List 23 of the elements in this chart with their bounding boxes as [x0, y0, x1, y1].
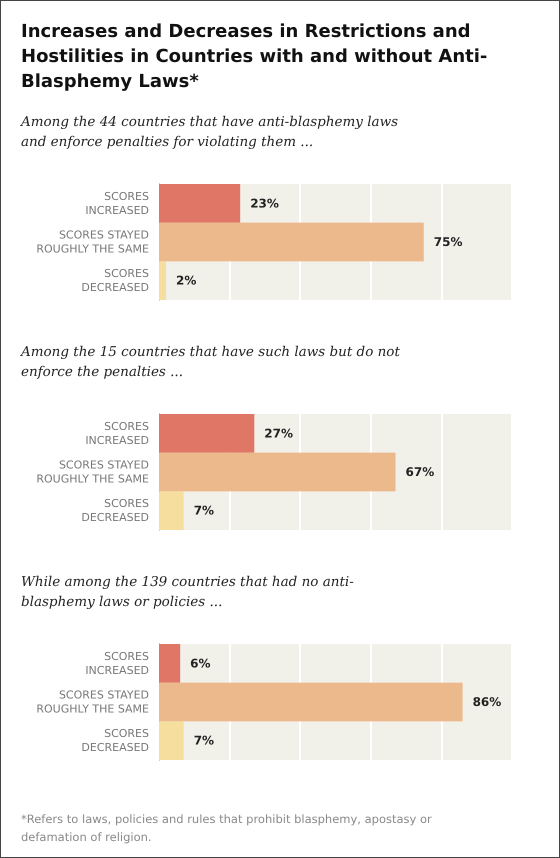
- chart-subtitle: Among the 15 countries that have such laws but do not enforce the penalties ...: [21, 343, 401, 382]
- data-label: 67%: [406, 465, 434, 479]
- y-tick-label: SCORES DECREASED: [81, 267, 150, 294]
- data-label: 27%: [264, 426, 294, 440]
- chart-subtitle: Among the 44 countries that have anti-blasphemy laws and enforce penalties for violating them ...: [21, 113, 400, 152]
- data-label: 86%: [472, 695, 502, 709]
- y-tick-label: SCORES INCREASED: [85, 190, 150, 217]
- y-tick-label: SCORES INCREASED: [85, 650, 150, 677]
- y-tick-label: SCORES DECREASED: [81, 497, 150, 524]
- data-label: 23%: [250, 196, 279, 210]
- data-label: 7%: [194, 734, 214, 748]
- y-tick-label: SCORES STAYED ROUGHLY THE SAME: [36, 688, 150, 716]
- y-tick-label: SCORES STAYED ROUGHLY THE SAME: [36, 458, 150, 486]
- y-tick-label: SCORES DECREASED: [81, 727, 150, 754]
- data-label: 7%: [194, 504, 214, 518]
- chart-title: Increases and Decreases in Restrictions and Hostilities in Countries with and without Anti-Blasphemy Laws*: [21, 20, 488, 94]
- y-tick-label: SCORES INCREASED: [85, 420, 150, 447]
- chart-subtitle: While among the 139 countries that had no anti-blasphemy laws or policies ...: [21, 573, 355, 612]
- y-tick-label: SCORES STAYED ROUGHLY THE SAME: [36, 228, 150, 256]
- data-label: 6%: [190, 656, 211, 670]
- data-label: 75%: [434, 235, 462, 249]
- data-label: 2%: [176, 274, 196, 288]
- text: *Refers to laws, policies and rules that prohibit blasphemy, apostasy or defamation of religion.: [21, 811, 433, 846]
